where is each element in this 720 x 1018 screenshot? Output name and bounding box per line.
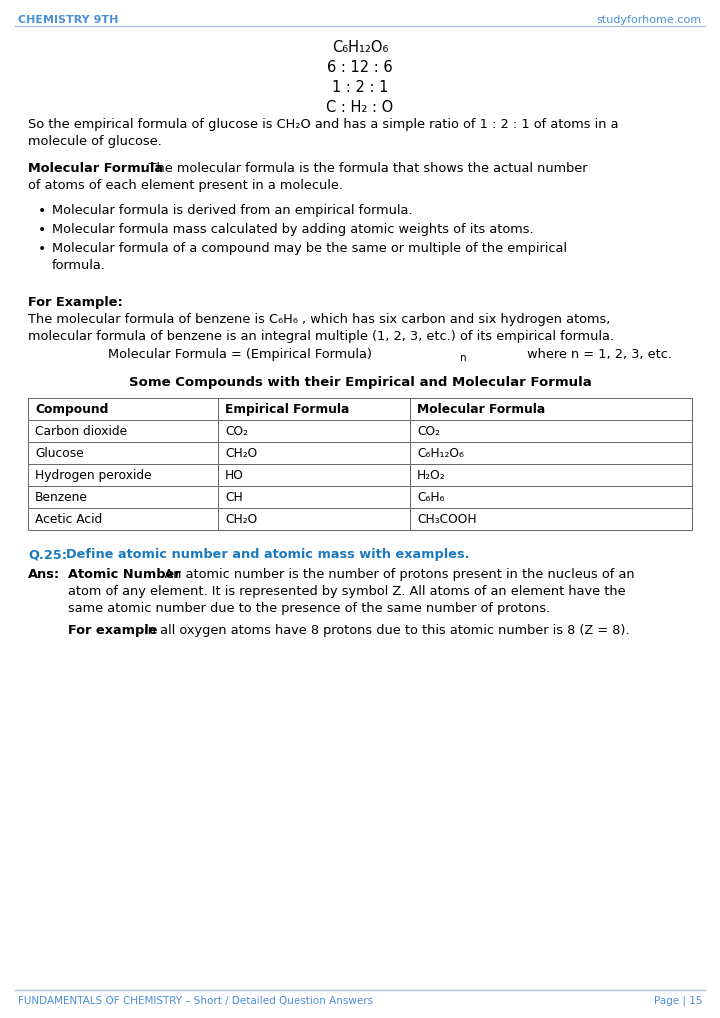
Bar (218, 398, 410, 420)
Text: molecule of glucose.: molecule of glucose. (28, 135, 162, 148)
Bar (28, 442, 218, 464)
Text: Molecular Formula: Molecular Formula (417, 403, 545, 416)
Text: H₂O₂: H₂O₂ (417, 469, 446, 482)
Text: Q.25:: Q.25: (28, 548, 67, 561)
Text: Molecular Formula = (Empirical Formula): Molecular Formula = (Empirical Formula) (108, 348, 372, 361)
Bar (218, 442, 410, 464)
Text: Benzene: Benzene (35, 491, 88, 504)
Text: 6 : 12 : 6: 6 : 12 : 6 (327, 60, 393, 75)
Bar (410, 464, 692, 486)
Text: Compound: Compound (35, 403, 109, 416)
Bar (410, 398, 692, 420)
Text: The molecular formula of benzene is C₆H₆ , which has six carbon and six hydrogen: The molecular formula of benzene is C₆H₆… (28, 313, 611, 326)
Bar (410, 420, 692, 442)
Text: Hydrogen peroxide: Hydrogen peroxide (35, 469, 152, 482)
Text: CO₂: CO₂ (225, 425, 248, 438)
Text: C₆H₁₂O₆: C₆H₁₂O₆ (417, 447, 464, 460)
Text: same atomic number due to the presence of the same number of protons.: same atomic number due to the presence o… (68, 602, 550, 615)
Text: 1 : 2 : 1: 1 : 2 : 1 (332, 80, 388, 95)
Text: CH₂O: CH₂O (225, 513, 257, 526)
Text: studyforhome.com: studyforhome.com (597, 15, 702, 25)
Text: Molecular formula is derived from an empirical formula.: Molecular formula is derived from an emp… (52, 204, 413, 217)
Bar (410, 442, 692, 464)
Text: Empirical Formula: Empirical Formula (225, 403, 349, 416)
Text: CHEMISTRY 9TH: CHEMISTRY 9TH (18, 15, 118, 25)
Text: : The molecular formula is the formula that shows the actual number: : The molecular formula is the formula t… (140, 162, 588, 175)
Text: Some Compounds with their Empirical and Molecular Formula: Some Compounds with their Empirical and … (129, 376, 591, 389)
Text: Carbon dioxide: Carbon dioxide (35, 425, 127, 438)
Text: For example: For example (68, 624, 158, 637)
Text: Acetic Acid: Acetic Acid (35, 513, 102, 526)
Bar (410, 486, 692, 508)
Text: HO: HO (225, 469, 244, 482)
Text: C : H₂ : O: C : H₂ : O (326, 100, 394, 115)
Text: Molecular formula of a compound may be the same or multiple of the empirical: Molecular formula of a compound may be t… (52, 242, 567, 254)
Bar (28, 398, 218, 420)
Text: Define atomic number and atomic mass with examples.: Define atomic number and atomic mass wit… (66, 548, 469, 561)
Text: : An atomic number is the number of protons present in the nucleus of an: : An atomic number is the number of prot… (156, 568, 634, 581)
Bar (410, 508, 692, 530)
Bar (218, 420, 410, 442)
Text: Atomic Number: Atomic Number (68, 568, 181, 581)
Text: CH: CH (225, 491, 243, 504)
Text: So the empirical formula of glucose is CH₂O and has a simple ratio of 1 : 2 : 1 : So the empirical formula of glucose is C… (28, 118, 618, 131)
Bar (28, 420, 218, 442)
Text: of atoms of each element present in a molecule.: of atoms of each element present in a mo… (28, 179, 343, 192)
Text: C₆H₆: C₆H₆ (417, 491, 444, 504)
Text: FUNDAMENTALS OF CHEMISTRY – Short / Detailed Question Answers: FUNDAMENTALS OF CHEMISTRY – Short / Deta… (18, 996, 373, 1006)
Text: n: n (460, 353, 467, 363)
Bar (28, 508, 218, 530)
Text: C₆H₁₂O₆: C₆H₁₂O₆ (332, 40, 388, 55)
Text: •: • (38, 223, 46, 237)
Text: •: • (38, 204, 46, 218)
Text: Molecular Formula: Molecular Formula (28, 162, 163, 175)
Bar (218, 464, 410, 486)
Text: formula.: formula. (52, 259, 106, 272)
Text: in all oxygen atoms have 8 protons due to this atomic number is 8 (Z = 8).: in all oxygen atoms have 8 protons due t… (140, 624, 629, 637)
Text: Page | 15: Page | 15 (654, 996, 702, 1007)
Text: Molecular formula mass calculated by adding atomic weights of its atoms.: Molecular formula mass calculated by add… (52, 223, 534, 236)
Bar (218, 508, 410, 530)
Text: For Example:: For Example: (28, 296, 122, 309)
Text: •: • (38, 242, 46, 256)
Text: CH₂O: CH₂O (225, 447, 257, 460)
Bar (218, 486, 410, 508)
Text: Glucose: Glucose (35, 447, 84, 460)
Bar (28, 464, 218, 486)
Text: molecular formula of benzene is an integral multiple (1, 2, 3, etc.) of its empi: molecular formula of benzene is an integ… (28, 330, 614, 343)
Text: Ans:: Ans: (28, 568, 60, 581)
Text: CH₃COOH: CH₃COOH (417, 513, 477, 526)
Text: where n = 1, 2, 3, etc.: where n = 1, 2, 3, etc. (490, 348, 672, 361)
Text: atom of any element. It is represented by symbol Z. All atoms of an element have: atom of any element. It is represented b… (68, 585, 626, 598)
Text: CO₂: CO₂ (417, 425, 440, 438)
Bar (28, 486, 218, 508)
